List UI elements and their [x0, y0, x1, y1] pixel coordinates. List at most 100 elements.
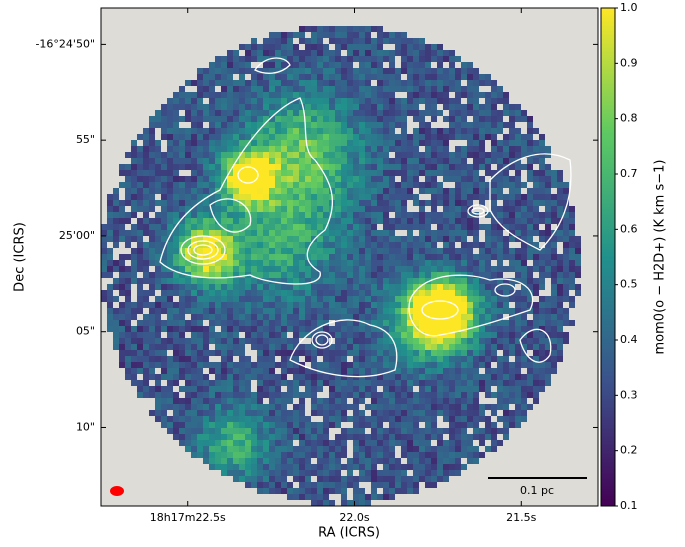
map-pixel: [179, 398, 185, 404]
map-pixel: [215, 464, 221, 470]
map-pixel: [113, 188, 119, 194]
map-pixel: [335, 164, 341, 170]
map-pixel: [449, 254, 455, 260]
map-pixel: [131, 362, 137, 368]
map-pixel: [383, 194, 389, 200]
map-pixel: [191, 164, 197, 170]
map-pixel: [461, 422, 467, 428]
map-pixel: [293, 362, 299, 368]
map-pixel: [203, 332, 209, 338]
map-pixel: [305, 140, 311, 146]
map-pixel: [365, 422, 371, 428]
map-pixel: [449, 170, 455, 176]
map-pixel: [527, 404, 533, 410]
map-pixel: [317, 308, 323, 314]
map-pixel: [365, 68, 371, 74]
map-pixel: [359, 416, 365, 422]
map-pixel: [281, 248, 287, 254]
map-pixel: [377, 80, 383, 86]
map-pixel: [353, 284, 359, 290]
map-pixel: [167, 164, 173, 170]
map-pixel: [329, 422, 335, 428]
map-pixel: [407, 74, 413, 80]
map-pixel: [377, 170, 383, 176]
map-pixel: [395, 116, 401, 122]
map-pixel: [275, 218, 281, 224]
map-pixel: [521, 410, 527, 416]
map-pixel: [263, 428, 269, 434]
map-pixel: [269, 398, 275, 404]
map-pixel: [449, 326, 455, 332]
map-pixel: [359, 344, 365, 350]
map-pixel: [323, 326, 329, 332]
map-pixel: [353, 452, 359, 458]
map-pixel: [131, 224, 137, 230]
map-pixel: [389, 326, 395, 332]
map-pixel: [473, 176, 479, 182]
map-pixel: [149, 128, 155, 134]
map-pixel: [437, 200, 443, 206]
map-pixel: [455, 452, 461, 458]
map-pixel: [353, 50, 359, 56]
map-pixel: [545, 350, 551, 356]
map-pixel: [257, 206, 263, 212]
map-pixel: [419, 116, 425, 122]
map-pixel: [131, 182, 137, 188]
map-pixel: [281, 362, 287, 368]
map-pixel: [395, 74, 401, 80]
map-pixel: [323, 494, 329, 500]
map-pixel: [479, 266, 485, 272]
map-pixel: [281, 194, 287, 200]
map-pixel: [425, 74, 431, 80]
map-pixel: [131, 344, 137, 350]
map-pixel: [497, 314, 503, 320]
map-pixel: [347, 248, 353, 254]
map-pixel: [473, 86, 479, 92]
map-pixel: [185, 176, 191, 182]
map-pixel: [113, 224, 119, 230]
map-pixel: [341, 122, 347, 128]
map-pixel: [311, 194, 317, 200]
map-pixel: [551, 170, 557, 176]
map-pixel: [167, 296, 173, 302]
map-pixel: [353, 404, 359, 410]
map-pixel: [155, 332, 161, 338]
map-pixel: [275, 62, 281, 68]
map-pixel: [305, 302, 311, 308]
map-pixel: [179, 140, 185, 146]
map-pixel: [467, 410, 473, 416]
map-pixel: [143, 152, 149, 158]
map-pixel: [347, 368, 353, 374]
map-pixel: [257, 230, 263, 236]
map-pixel: [557, 320, 563, 326]
map-pixel: [233, 224, 239, 230]
map-pixel: [365, 380, 371, 386]
map-pixel: [221, 374, 227, 380]
map-pixel: [179, 158, 185, 164]
map-pixel: [443, 104, 449, 110]
map-pixel: [335, 146, 341, 152]
map-pixel: [329, 458, 335, 464]
map-pixel: [527, 224, 533, 230]
map-pixel: [449, 116, 455, 122]
map-pixel: [275, 404, 281, 410]
map-pixel: [389, 266, 395, 272]
map-pixel: [515, 176, 521, 182]
map-pixel: [269, 248, 275, 254]
map-pixel: [317, 128, 323, 134]
map-pixel: [245, 122, 251, 128]
map-pixel: [239, 188, 245, 194]
map-pixel: [461, 362, 467, 368]
map-pixel: [371, 176, 377, 182]
map-pixel: [401, 428, 407, 434]
map-pixel: [221, 200, 227, 206]
map-pixel: [317, 284, 323, 290]
map-pixel: [317, 188, 323, 194]
map-pixel: [203, 428, 209, 434]
map-pixel: [491, 296, 497, 302]
map-pixel: [233, 260, 239, 266]
map-pixel: [461, 440, 467, 446]
map-pixel: [119, 284, 125, 290]
map-pixel: [299, 428, 305, 434]
map-pixel: [299, 116, 305, 122]
